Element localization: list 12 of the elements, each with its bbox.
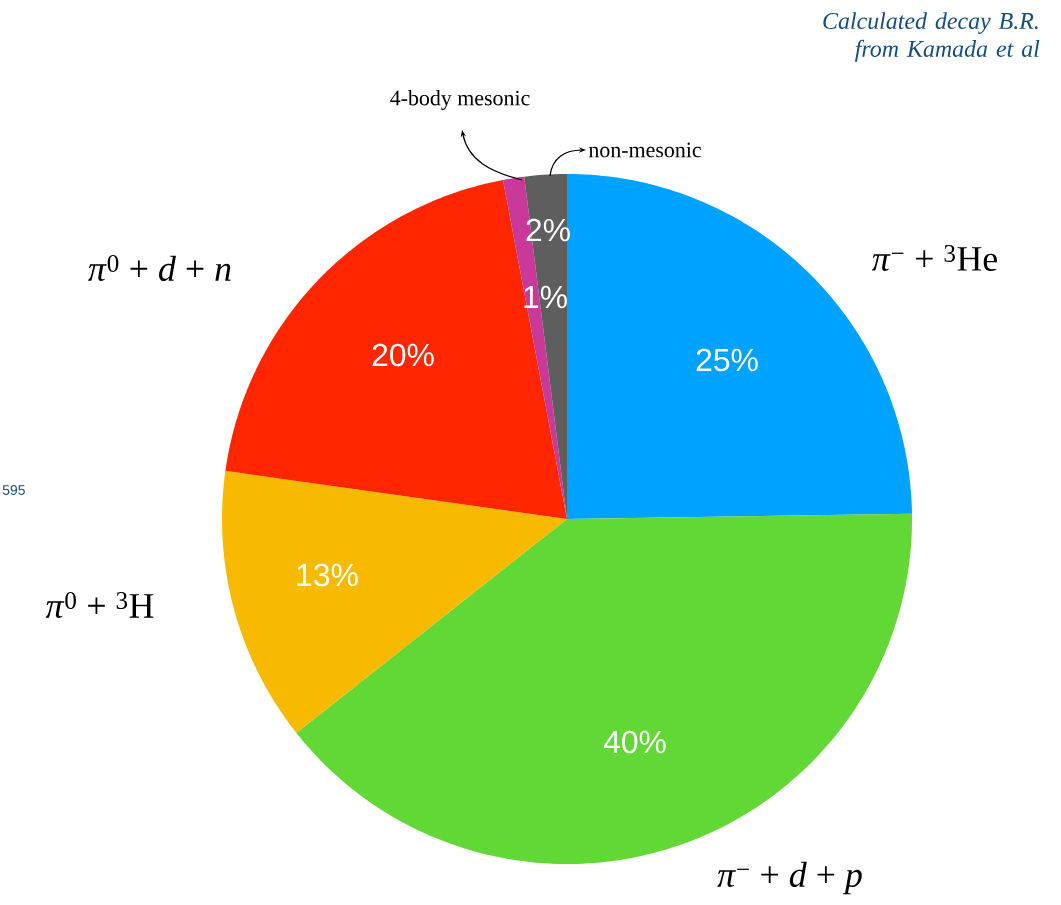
text: 595 [2, 485, 25, 495]
slice-label: π$^{0}$ + $^{3}$H [45, 591, 154, 619]
chart-title: Calculated decay B.R. from Kamada et al [823, 12, 1040, 62]
data-label: 13% [297, 563, 358, 587]
slice-label: π$^{−}$ + $^{3}$He [871, 245, 997, 271]
data-label: 20% [372, 343, 434, 367]
slice-label: π$^{0}$ + d + n [88, 254, 231, 282]
slice-label: π$^{−}$ + d + p [717, 861, 862, 895]
data-label: 25% [696, 348, 758, 372]
data-label: 40% [603, 730, 666, 754]
slice-label: 4-body mesonic [390, 90, 530, 110]
slice-label: non-mesonic [588, 142, 701, 158]
